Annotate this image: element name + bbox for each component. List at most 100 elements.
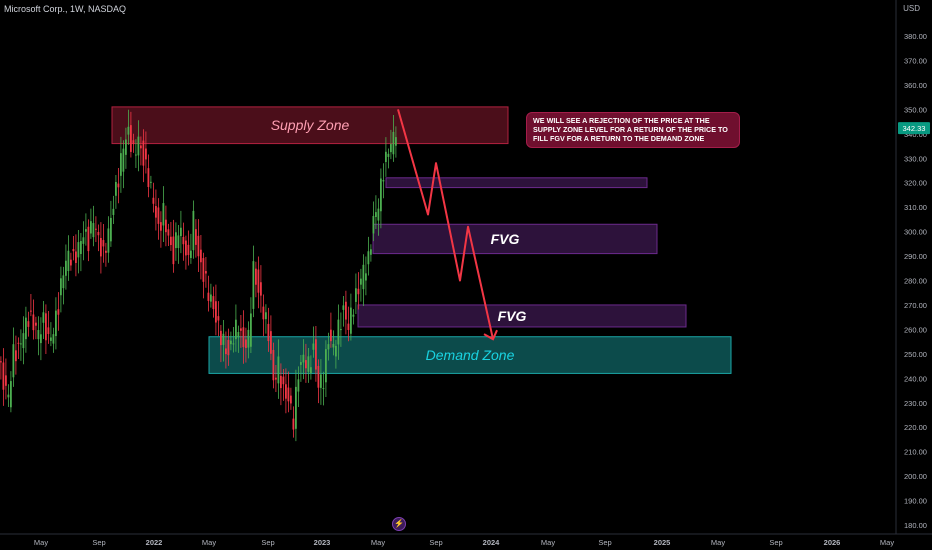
candle [25, 306, 27, 353]
price-tick-label: 380.00 [904, 32, 927, 41]
candle [282, 369, 285, 401]
candle-body [345, 301, 347, 320]
candle-body [207, 292, 210, 301]
candle-body [172, 236, 175, 265]
candle [172, 219, 175, 273]
price-tick-label: 240.00 [904, 374, 927, 383]
candle-body [252, 261, 255, 309]
candle [335, 339, 337, 369]
candle-body [277, 356, 280, 384]
candle-body [145, 148, 147, 160]
candle [272, 342, 275, 389]
candle-body [225, 348, 227, 355]
candle-body [372, 215, 375, 234]
time-tick-label: 2025 [654, 538, 671, 547]
candle-body [237, 332, 240, 338]
candle [292, 406, 295, 438]
candle [210, 283, 212, 308]
candle [310, 355, 312, 380]
candle-body [72, 249, 75, 252]
candle [47, 310, 50, 344]
candle-body [180, 227, 182, 237]
candle-body [92, 223, 95, 238]
candle [152, 182, 155, 213]
price-tick-label: 190.00 [904, 497, 927, 506]
candle [297, 366, 300, 408]
candle [145, 131, 147, 174]
candle-body [347, 323, 350, 330]
candle [265, 304, 267, 334]
candle-body [2, 362, 5, 390]
candle-body [37, 330, 40, 340]
candle [102, 224, 105, 263]
candle-body [255, 268, 257, 285]
candle-body [247, 329, 250, 348]
candle-body [102, 240, 105, 247]
candle [2, 348, 5, 406]
candle [202, 252, 205, 299]
candle-body [70, 259, 72, 266]
candle [57, 292, 60, 331]
candle-body [300, 362, 302, 365]
candle [85, 213, 87, 246]
candle [312, 326, 315, 358]
candle-body [90, 221, 92, 234]
candle [285, 368, 287, 414]
candle [27, 311, 30, 337]
candle-body [245, 339, 247, 349]
candle-body [227, 339, 230, 356]
candle-body [97, 231, 100, 236]
candle-body [135, 154, 137, 156]
candle [32, 299, 35, 340]
candle [332, 330, 335, 356]
candle-body [202, 258, 205, 282]
candle [287, 371, 290, 413]
candle [170, 222, 172, 251]
candle [365, 256, 367, 296]
candle-body [12, 344, 15, 378]
candle-body [195, 229, 197, 245]
candle [320, 359, 322, 405]
time-tick-label: 2024 [483, 538, 501, 547]
candle [257, 256, 260, 309]
price-tick-label: 270.00 [904, 301, 927, 310]
candle-body [350, 307, 352, 334]
candle [382, 163, 385, 199]
candle-body [160, 222, 162, 231]
candle [337, 304, 340, 360]
candle-body [332, 343, 335, 348]
candle-body [150, 181, 152, 183]
candle [177, 225, 180, 264]
candle [175, 222, 177, 261]
candle-body [220, 330, 222, 346]
candle [167, 223, 170, 246]
candle [42, 301, 45, 340]
time-tick-label: 2022 [146, 538, 163, 547]
candle [237, 325, 240, 353]
candle [187, 230, 190, 266]
price-tick-label: 350.00 [904, 105, 927, 114]
candle [232, 326, 235, 353]
candle [242, 310, 245, 364]
candle [235, 304, 237, 352]
candle-body [292, 418, 295, 430]
candle-body [352, 314, 355, 317]
candle-body [85, 229, 87, 232]
candle [137, 120, 140, 172]
candle-body [127, 126, 130, 135]
candle [322, 371, 325, 406]
candle-body [17, 342, 20, 344]
bolt-icon[interactable]: ⚡ [392, 517, 406, 531]
candle-body [290, 395, 292, 404]
candle [350, 293, 352, 341]
candle [105, 242, 107, 267]
candle-body [130, 125, 132, 152]
analysis-callout: WE WILL SEE A REJECTION OF THE PRICE AT … [526, 112, 740, 148]
price-tick-label: 290.00 [904, 252, 927, 261]
candle [120, 136, 122, 193]
candle [227, 328, 230, 366]
candle-body [267, 323, 270, 342]
candle [155, 189, 157, 231]
candle [140, 136, 142, 166]
